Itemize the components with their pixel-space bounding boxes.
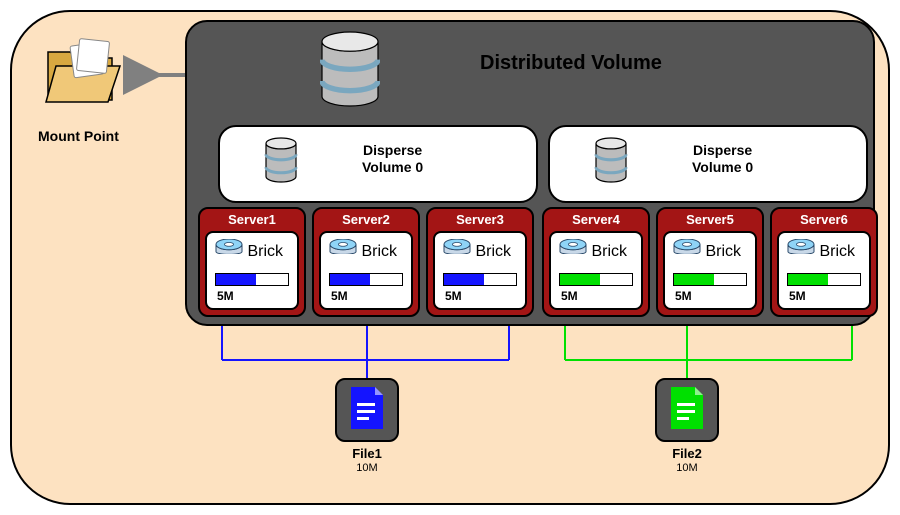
brick-box: Brick 5M <box>663 231 757 310</box>
brick-label: Brick <box>361 243 397 261</box>
brick-label: Brick <box>819 243 855 261</box>
disk-icon <box>787 239 815 259</box>
server-title: Server1 <box>200 212 304 227</box>
server-box: Server4 Brick 5M <box>542 207 650 317</box>
usage-bar-fill <box>330 274 370 285</box>
file-box <box>655 378 719 442</box>
mount-point-label: Mount Point <box>38 128 119 144</box>
file-label: File1 <box>317 446 417 461</box>
brick-label: Brick <box>247 243 283 261</box>
database-icon <box>594 136 628 189</box>
server-box: Server1 Brick 5M <box>198 207 306 317</box>
brick-size: 5M <box>331 289 348 303</box>
file-size: 10M <box>637 462 737 474</box>
brick-label: Brick <box>705 243 741 261</box>
server-title: Server3 <box>428 212 532 227</box>
usage-bar <box>559 273 633 286</box>
brick-size: 5M <box>445 289 462 303</box>
disk-icon <box>559 239 587 259</box>
usage-bar-fill <box>560 274 600 285</box>
usage-bar-fill <box>674 274 714 285</box>
brick-size: 5M <box>789 289 806 303</box>
server-box: Server2 Brick 5M <box>312 207 420 317</box>
brick-box: Brick 5M <box>205 231 299 310</box>
brick-size: 5M <box>561 289 578 303</box>
file-size: 10M <box>317 462 417 474</box>
disk-icon <box>329 239 357 259</box>
disk-icon <box>673 239 701 259</box>
server-box: Server6 Brick 5M <box>770 207 878 317</box>
disk-icon <box>443 239 471 259</box>
file-box <box>335 378 399 442</box>
brick-size: 5M <box>675 289 692 303</box>
usage-bar <box>215 273 289 286</box>
usage-bar-fill <box>788 274 828 285</box>
brick-box: Brick 5M <box>777 231 871 310</box>
server-title: Server5 <box>658 212 762 227</box>
file-icon <box>347 385 387 436</box>
usage-bar <box>443 273 517 286</box>
server-box: Server5 Brick 5M <box>656 207 764 317</box>
brick-box: Brick 5M <box>433 231 527 310</box>
server-title: Server6 <box>772 212 876 227</box>
distributed-volume-title: Distributed Volume <box>480 52 662 75</box>
database-icon <box>264 136 298 189</box>
usage-bar <box>787 273 861 286</box>
brick-box: Brick 5M <box>319 231 413 310</box>
brick-label: Brick <box>591 243 627 261</box>
server-title: Server4 <box>544 212 648 227</box>
brick-label: Brick <box>475 243 511 261</box>
usage-bar <box>329 273 403 286</box>
mount-point-folder-icon <box>42 30 122 110</box>
file-label: File2 <box>637 446 737 461</box>
usage-bar-fill <box>444 274 484 285</box>
diagram-canvas: Mount Point Distributed Volume Disperse … <box>0 0 900 515</box>
server-box: Server3 Brick 5M <box>426 207 534 317</box>
usage-bar-fill <box>216 274 256 285</box>
database-icon <box>320 30 380 113</box>
usage-bar <box>673 273 747 286</box>
brick-size: 5M <box>217 289 234 303</box>
file-icon <box>667 385 707 436</box>
server-title: Server2 <box>314 212 418 227</box>
disperse-title: Disperse Volume 0 <box>362 142 423 176</box>
disperse-title: Disperse Volume 0 <box>692 142 753 176</box>
disk-icon <box>215 239 243 259</box>
brick-box: Brick 5M <box>549 231 643 310</box>
